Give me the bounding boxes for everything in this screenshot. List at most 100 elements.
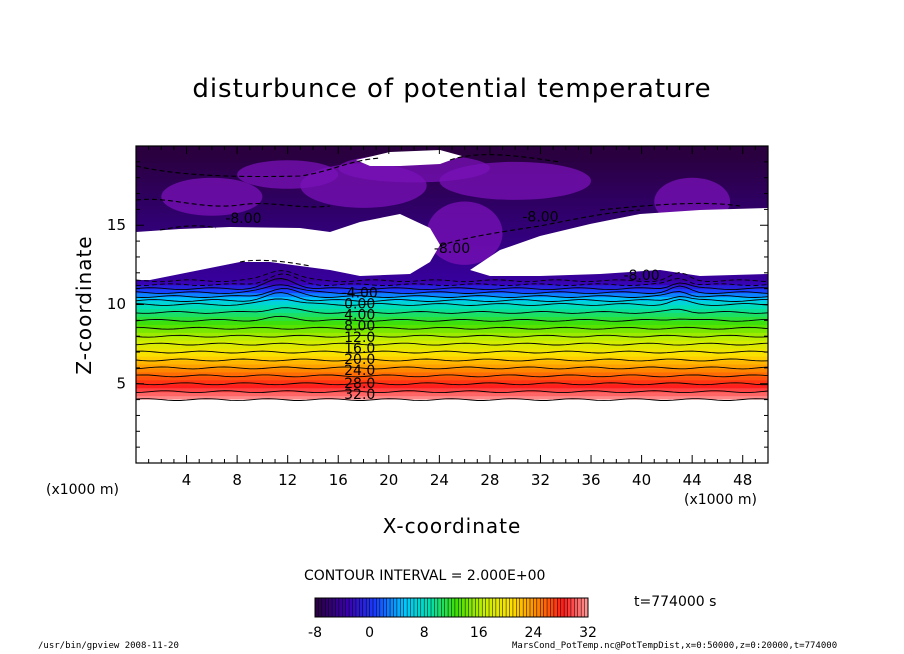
contour-label: 16.0 xyxy=(344,341,375,357)
colorbar-swatch xyxy=(345,598,350,617)
contour-line xyxy=(135,358,769,362)
contour-label: -4.00 xyxy=(342,285,378,301)
heatmap-band xyxy=(136,391,768,397)
contour-label: -8.00 xyxy=(522,209,558,225)
heatmap-band xyxy=(136,193,768,199)
contour-label: -8.00 xyxy=(225,211,261,227)
colorbar-swatch xyxy=(574,598,579,617)
colorbar-swatch xyxy=(400,598,405,617)
contour-line xyxy=(135,278,769,291)
colorbar-swatch xyxy=(413,598,418,617)
contour-lines xyxy=(135,154,769,402)
colorbar-swatch xyxy=(547,598,551,617)
contour-label: 0.00 xyxy=(344,297,375,313)
heatmap-band xyxy=(136,316,768,321)
contour-line xyxy=(136,273,769,287)
colorbar-swatch xyxy=(557,598,562,617)
contour-line xyxy=(439,209,641,247)
colorbar-swatch xyxy=(427,598,432,617)
x-tick-label: 40 xyxy=(632,471,651,489)
heatmap-missing-region xyxy=(136,399,768,463)
colorbar-swatch xyxy=(424,598,429,617)
time-label: t=774000 s xyxy=(634,594,717,610)
colorbar-swatch xyxy=(560,598,565,617)
contour-line xyxy=(135,382,768,386)
colorbar-swatch xyxy=(478,598,483,617)
colorbar-swatch xyxy=(581,598,585,617)
colorbar-tick-label: 0 xyxy=(365,625,374,641)
heatmap-band xyxy=(136,332,768,337)
contour-line xyxy=(135,288,769,298)
footer-left: /usr/bin/gpview 2008-11-20 xyxy=(38,641,179,651)
colorbar-swatch xyxy=(441,598,446,617)
heatmap-band xyxy=(136,395,768,401)
heatmap-band xyxy=(136,268,768,274)
heatmap-band xyxy=(136,276,768,282)
colorbar-swatch xyxy=(328,598,333,617)
y-tick-label: 10 xyxy=(107,295,126,313)
colorbar-swatch xyxy=(420,598,425,617)
colorbar-swatch xyxy=(325,598,330,617)
contour-line xyxy=(135,366,769,370)
colorbar-swatch xyxy=(570,598,575,617)
x-tick-label: 28 xyxy=(480,471,499,489)
heatmap-missing-region xyxy=(356,150,462,166)
colorbar-swatch xyxy=(471,598,476,617)
contour-line xyxy=(135,315,769,322)
colorbar-tick-label: 8 xyxy=(420,625,429,641)
contour-line xyxy=(135,342,769,346)
colorbar-swatch xyxy=(386,598,391,617)
heatmap-patch xyxy=(161,177,263,216)
x-unit-label-right: (x1000 m) xyxy=(684,492,757,508)
colorbar-swatch xyxy=(355,598,360,617)
colorbar-swatch xyxy=(492,598,497,617)
x-unit-label-left: (x1000 m) xyxy=(46,482,119,498)
x-tick-label: 12 xyxy=(278,471,297,489)
heatmap-band xyxy=(136,260,768,266)
colorbar-swatch xyxy=(502,598,507,617)
heatmap-band xyxy=(136,340,768,345)
contour-label: 20.0 xyxy=(344,352,375,368)
heatmap-band xyxy=(136,371,768,377)
x-tick-label: 48 xyxy=(733,471,752,489)
colorbar-tick-label: 16 xyxy=(470,625,488,641)
heatmap-band xyxy=(136,328,768,333)
contour-line xyxy=(135,292,768,302)
colorbar-swatch xyxy=(533,598,538,617)
colorbar-swatch xyxy=(383,598,388,617)
contour-line xyxy=(135,350,769,354)
contour-line xyxy=(135,198,331,208)
colorbar-swatch xyxy=(540,598,545,617)
colorbar-swatch xyxy=(444,598,449,617)
chart-title: disturbunce of potential temperature xyxy=(192,74,712,104)
contour-line xyxy=(135,390,769,394)
heatmap-band xyxy=(136,336,768,341)
colorbar-swatch xyxy=(362,598,367,617)
colorbar-swatch xyxy=(509,598,514,617)
colorbar-swatch xyxy=(390,598,394,617)
contour-labels: -8.00 -8.00 -8.00 -8.00 -4.000.004.008.0012.… xyxy=(225,209,659,403)
colorbar-swatch xyxy=(482,598,487,617)
heatmap-band xyxy=(136,296,768,302)
x-tick-label: 32 xyxy=(531,471,550,489)
heatmap-band xyxy=(136,344,768,349)
heatmap-band xyxy=(136,367,768,373)
x-axis-label: X-coordinate xyxy=(382,514,522,538)
contour-line xyxy=(135,326,769,330)
contour-line xyxy=(135,284,769,295)
contour-line xyxy=(135,270,769,283)
colorbar-swatch xyxy=(332,598,336,617)
colorbar-swatch xyxy=(468,598,473,617)
colorbar-swatch xyxy=(495,598,500,617)
colorbar-swatch xyxy=(379,598,384,617)
y-axis: 5 10 15 xyxy=(107,161,768,448)
colorbar-swatch xyxy=(335,598,340,617)
y-axis-label: Z-coordinate xyxy=(72,235,96,375)
footer-right: MarsCond_PotTemp.nc@PotTempDist,x=0:5000… xyxy=(512,641,838,651)
y-tick-label: 5 xyxy=(116,374,126,392)
heatmap-band xyxy=(136,383,768,389)
heatmap-missing-region xyxy=(136,214,440,280)
colorbar-swatch xyxy=(318,598,323,617)
colorbar-swatch xyxy=(410,598,415,617)
heatmap-band xyxy=(136,320,768,325)
